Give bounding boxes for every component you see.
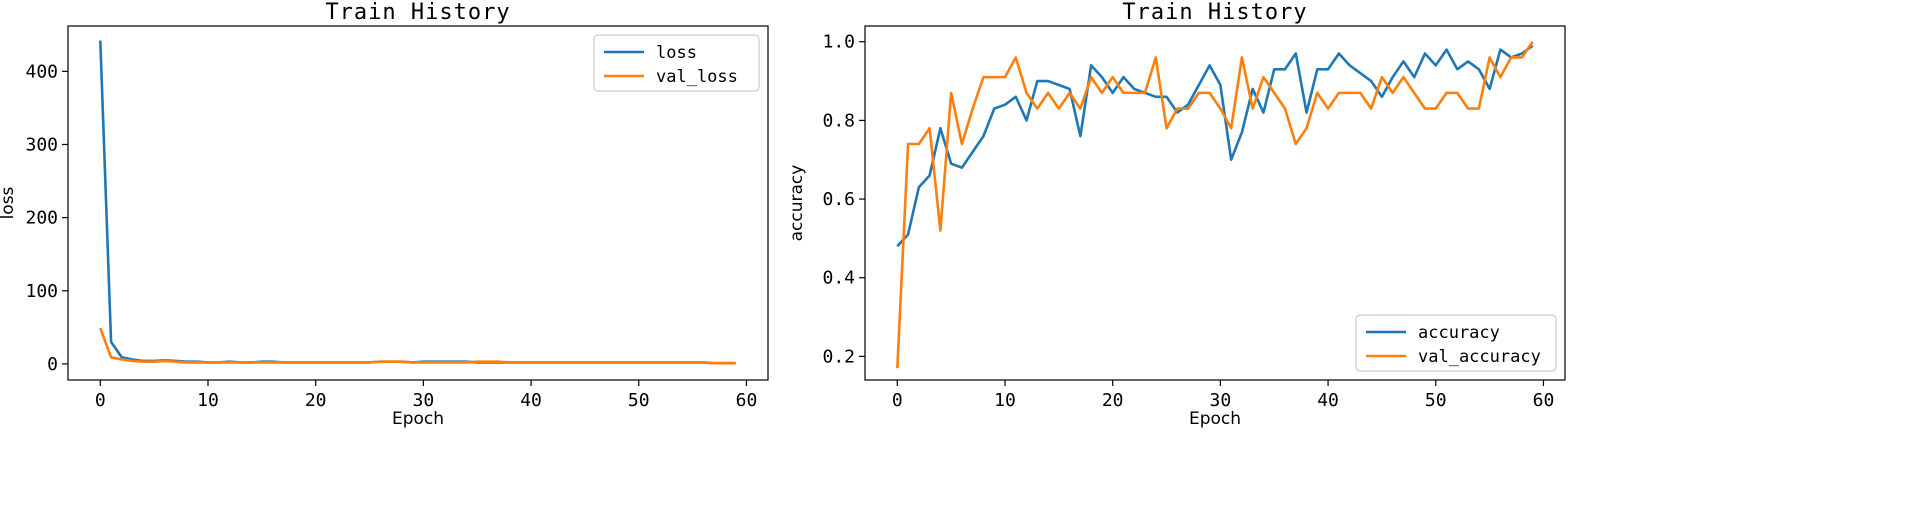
y-tick-label: 0.2	[822, 346, 855, 367]
y-axis-label: accuracy	[787, 165, 807, 242]
y-tick-label: 200	[25, 208, 58, 229]
chart-panel-1: Train History 0 10 20 30 40 50 60 0 100 200 300 400 E…	[0, 0, 769, 429]
legend-label: val_accuracy	[1418, 347, 1541, 367]
chart-title: Train History	[325, 0, 510, 25]
y-tick-label: 0.4	[822, 268, 855, 289]
series-line-val_loss	[99, 327, 736, 365]
x-tick-label: 10	[994, 390, 1016, 411]
x-tick-label: 50	[628, 390, 650, 411]
axes-frame	[864, 25, 1566, 381]
x-tick-label: 40	[1317, 390, 1339, 411]
y-tick-label: 0.6	[822, 189, 855, 210]
x-tick-label: 0	[95, 390, 106, 411]
y-tick-label: 400	[25, 61, 58, 82]
legend-label: val_loss	[656, 67, 738, 87]
axes-frame	[67, 25, 769, 381]
y-tick-label: 0	[47, 354, 58, 375]
y-tick-label: 0.8	[822, 110, 855, 131]
x-tick-label: 40	[520, 390, 542, 411]
legend: loss val_loss	[593, 34, 760, 92]
x-tick-label: 60	[1533, 390, 1555, 411]
legend-label: accuracy	[1418, 323, 1500, 343]
series-line-val_accuracy	[896, 40, 1534, 369]
y-tick-label: 100	[25, 281, 58, 302]
chart-panel-2: Train History 0 10 20 30 40 50 60 0.2 0.4 0.6 0.8 1.…	[787, 0, 1566, 429]
chart-title: Train History	[1122, 0, 1307, 25]
y-tick-label: 300	[25, 134, 58, 155]
x-tick-label: 30	[413, 390, 435, 411]
x-tick-label: 20	[305, 390, 327, 411]
legend-label: loss	[656, 43, 697, 63]
x-axis-label: Epoch	[392, 409, 444, 429]
x-tick-label: 30	[1210, 390, 1232, 411]
x-axis-label: Epoch	[1189, 409, 1241, 429]
series-line-accuracy	[896, 44, 1534, 248]
x-tick-label: 60	[736, 390, 758, 411]
x-tick-label: 20	[1102, 390, 1124, 411]
y-axis-label: loss	[0, 186, 18, 219]
legend: accuracy val_accuracy	[1355, 314, 1557, 372]
x-tick-label: 50	[1425, 390, 1447, 411]
x-tick-label: 0	[892, 390, 903, 411]
y-tick-label: 1.0	[822, 32, 855, 53]
x-tick-label: 10	[197, 390, 219, 411]
